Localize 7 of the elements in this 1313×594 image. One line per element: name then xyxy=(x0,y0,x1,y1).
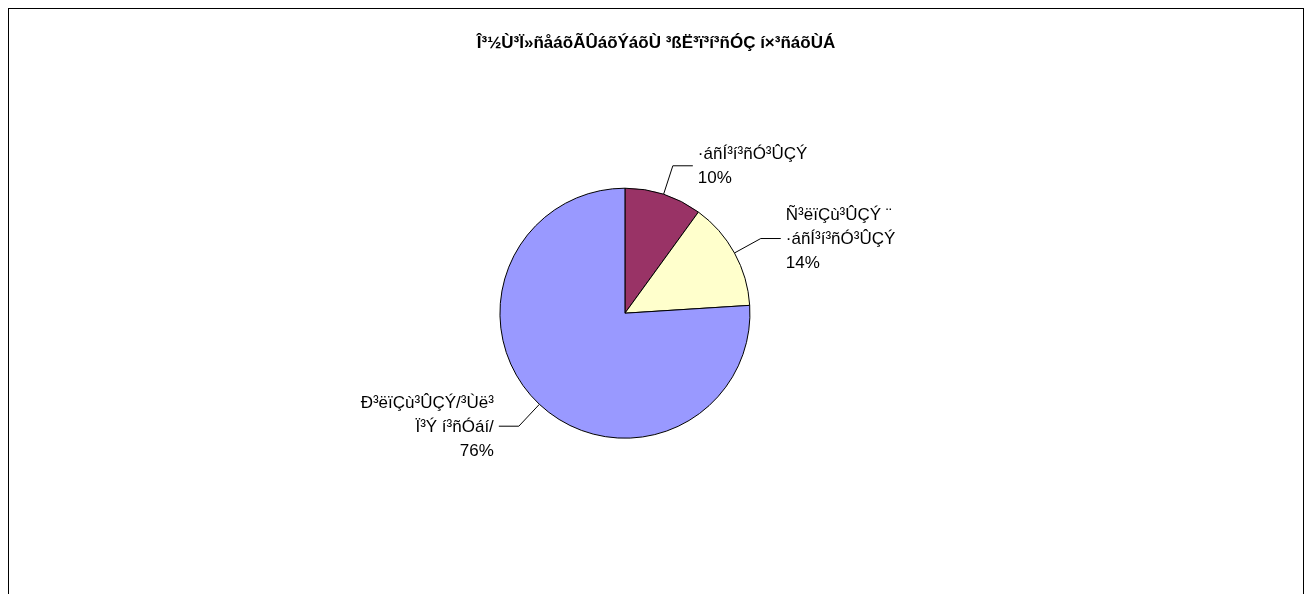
data-label: 10% xyxy=(697,168,732,188)
slice-label: ·áñÍ³í³ñÓ³ÛÇÝ xyxy=(697,144,808,164)
data-label: 76% xyxy=(459,440,494,460)
slice-label: Ñ³ëïÇù³ÛÇÝ ¨ ·áñÍ³í³ñÓ³ÛÇÝ xyxy=(785,205,896,249)
slice-label: Ð³ëïÇù³ÛÇÝ/³Ùë³ Ï³Ý í³ñÓáí/ xyxy=(360,392,495,436)
data-label: 14% xyxy=(785,253,820,273)
chart-title: Î³½Ù³Ï»ñåáõÃÛáõÝáõÙ ³ßË³ï³í³ñÓÇ í×³ñáõÙÁ xyxy=(475,32,836,52)
